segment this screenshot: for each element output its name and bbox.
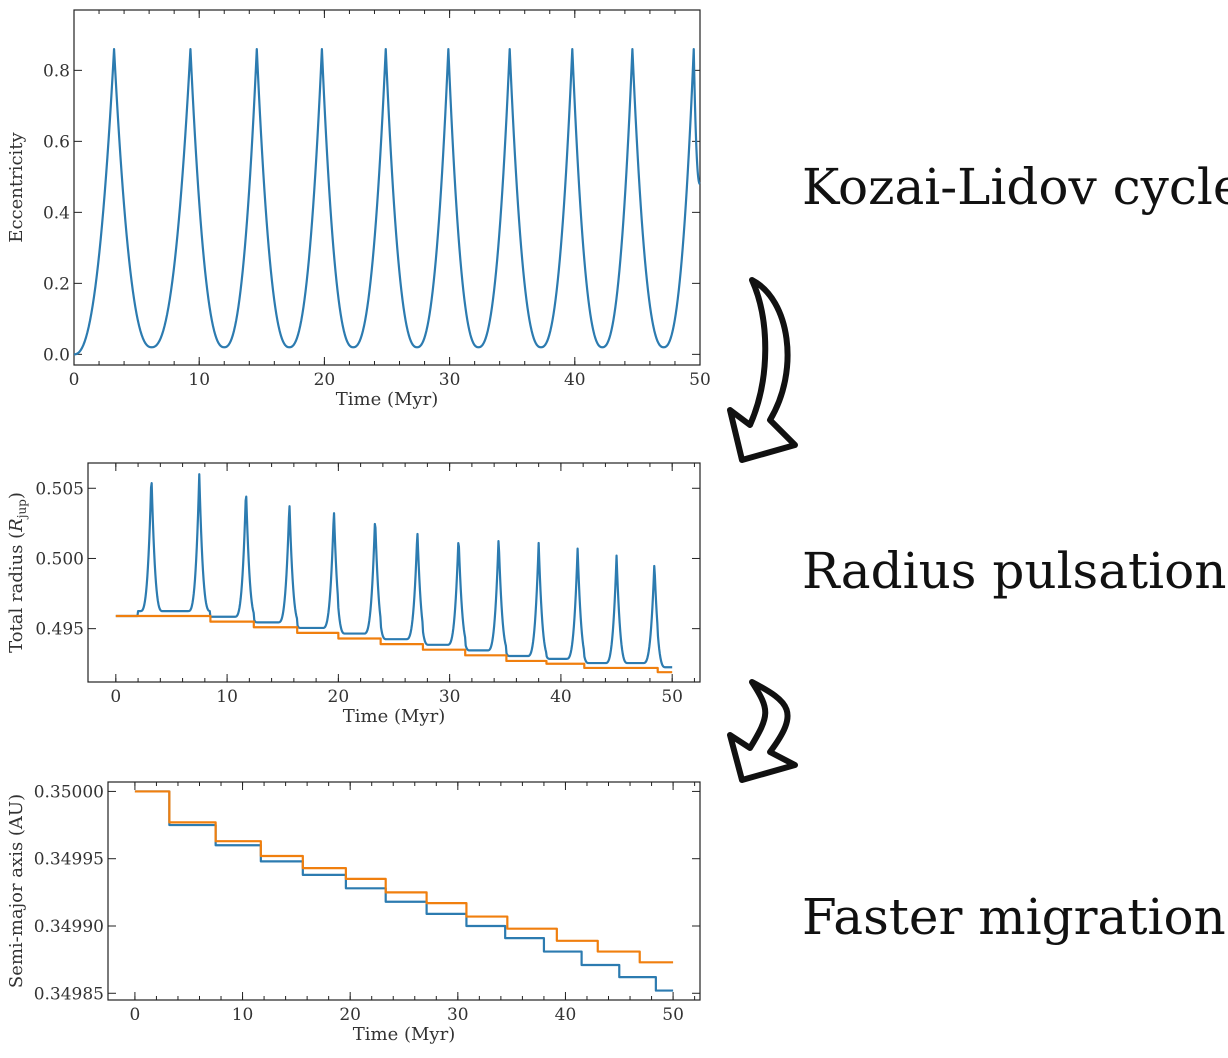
- x-axis-label: Time (Myr): [336, 389, 438, 410]
- x-tick-label: 20: [314, 370, 336, 390]
- radius-orange-series-line: [115, 614, 673, 674]
- x-axis-label: Time (Myr): [353, 1024, 455, 1045]
- curved-arrow-icon: [727, 277, 798, 463]
- semi-major-axis-chart: 0 10 20 30 40 50 0.34985 0.34990 0.34995 0.35000 T…: [6, 781, 701, 1045]
- y-tick-label: 0.6: [43, 132, 70, 152]
- y-axis-label: Eccentricity: [6, 131, 27, 242]
- y-axis-label: Total radius (Rjup): [6, 492, 29, 653]
- y-tick-label: 0.34995: [34, 850, 104, 870]
- x-tick-label: 20: [328, 687, 350, 707]
- x-tick-label: 40: [555, 1005, 577, 1025]
- radius-chart: 0 10 20 30 40 50 0.495 0.500 0.505 Time (Myr) Tota…: [6, 462, 701, 727]
- x-tick-label: 0: [129, 1005, 140, 1025]
- x-tick-label: 40: [564, 370, 586, 390]
- y-tick-label: 0.505: [35, 479, 84, 499]
- y-axis-label: Semi-major axis (AU): [6, 794, 27, 988]
- x-tick-label: 30: [439, 687, 461, 707]
- plot-frame: [107, 781, 701, 1001]
- kozai-lidov-label: Kozai-Lidov cycles: [802, 158, 1228, 216]
- y-tick-label: 0.4: [43, 203, 70, 223]
- x-tick-label: 10: [188, 370, 210, 390]
- x-tick-label: 30: [439, 370, 461, 390]
- faster-migration-label: Faster migration: [802, 888, 1226, 946]
- y-tick-label: 0.0: [43, 345, 70, 365]
- y-tick-label: 0.35000: [34, 782, 104, 802]
- y-tick-label: 0.8: [43, 61, 70, 81]
- plot-frame: [87, 462, 701, 683]
- y-tick-label: 0.34985: [34, 984, 104, 1004]
- x-tick-label: 30: [447, 1005, 469, 1025]
- x-tick-label: 0: [110, 687, 121, 707]
- y-tick-label: 0.34990: [34, 917, 104, 937]
- eccentricity-series-line: [73, 47, 701, 356]
- semi-major-orange-series-line: [134, 790, 674, 964]
- y-tick-label: 0.2: [43, 274, 70, 294]
- x-tick-label: 50: [661, 687, 683, 707]
- x-tick-label: 50: [662, 1005, 684, 1025]
- x-tick-label: 40: [550, 687, 572, 707]
- semi-major-blue-series-line: [134, 790, 674, 992]
- radius-blue-series-line: [115, 473, 673, 669]
- x-tick-label: 10: [232, 1005, 254, 1025]
- eccentricity-chart: 0 10 20 30 40 50 0.0 0.2 0.4 0.6 0.8 Time (Myr) Ecce…: [6, 9, 711, 410]
- y-tick-label: 0.500: [35, 549, 84, 569]
- x-axis-label: Time (Myr): [343, 706, 445, 727]
- x-tick-label: 0: [69, 370, 80, 390]
- radius-pulsations-label: Radius pulsations: [802, 542, 1228, 600]
- x-tick-label: 20: [339, 1005, 361, 1025]
- y-tick-label: 0.495: [35, 620, 84, 640]
- x-tick-label: 50: [689, 370, 711, 390]
- x-tick-label: 10: [216, 687, 238, 707]
- curved-arrow-icon: [727, 679, 798, 783]
- plot-frame: [73, 9, 701, 366]
